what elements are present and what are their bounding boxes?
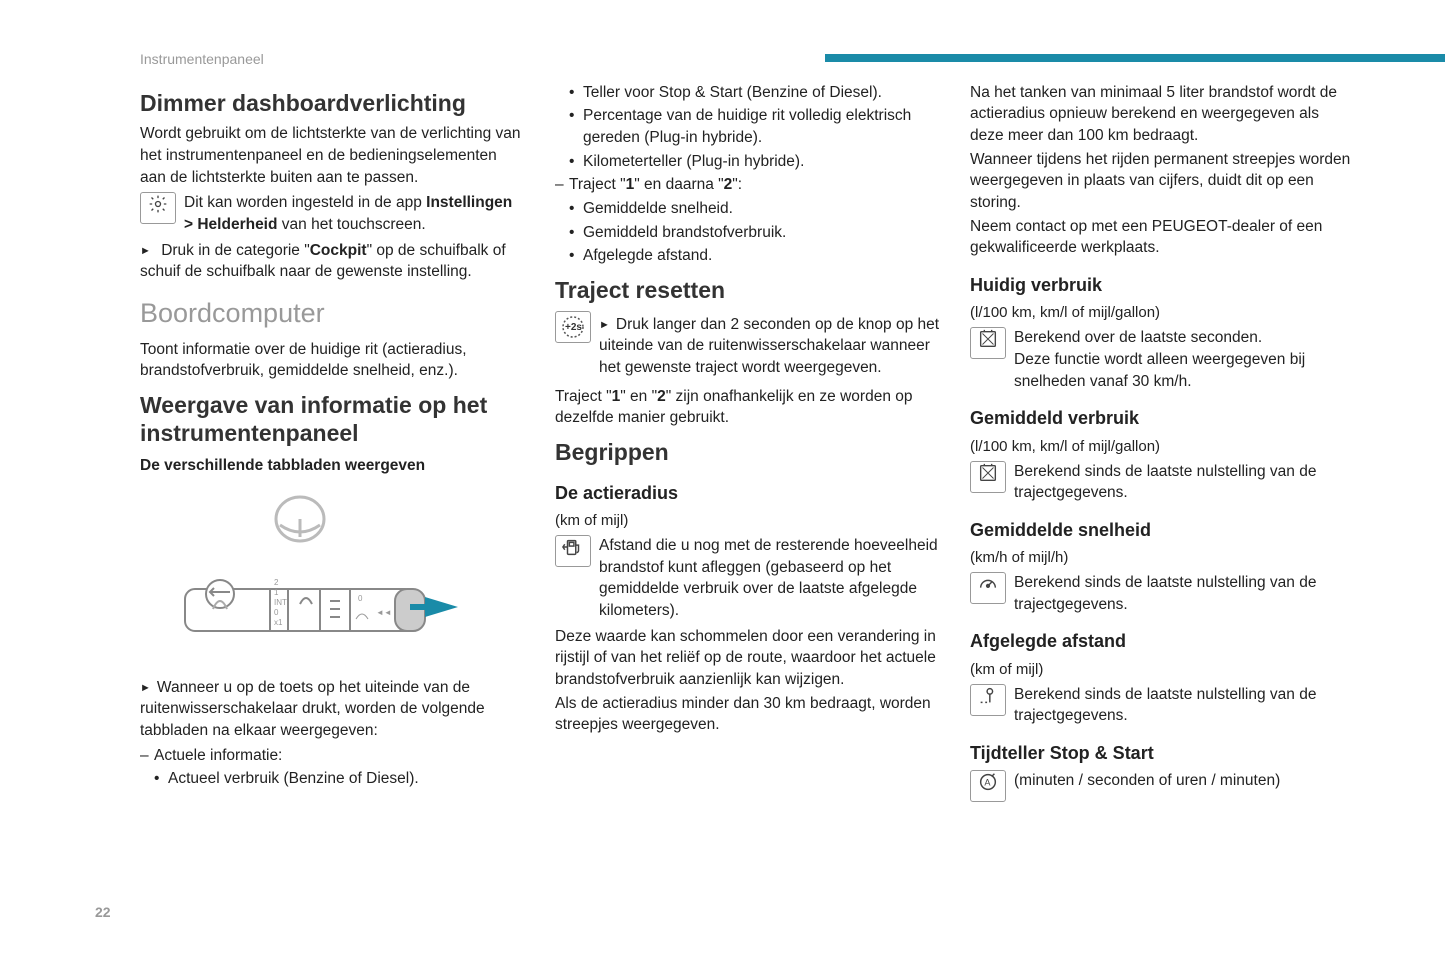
tank-p1: Na het tanken van minimaal 5 liter brand…: [970, 82, 1355, 147]
svg-text:2: 2: [274, 578, 279, 587]
svg-text:0: 0: [274, 608, 279, 617]
actie-text: Afstand die u nog met de resterende hoev…: [599, 535, 940, 622]
huidig-row: Berekend over de laatste seconden. Deze …: [970, 327, 1355, 392]
huidig-unit: (l/100 km, km/l of mijl/gallon): [970, 302, 1355, 323]
heading-gemv: Gemiddeld verbruik: [970, 406, 1355, 431]
heading-boordcomputer: Boordcomputer: [140, 295, 525, 333]
wiper-stalk-diagram: 2 1 INT 0 x1 0 ◄◄: [140, 489, 460, 659]
gems-row: Berekend sinds de laatste nulstelling va…: [970, 572, 1355, 615]
info-sublist-2: Teller voor Stop & Start (Benzine of Die…: [555, 82, 940, 173]
header-accent-bar: [825, 54, 1445, 62]
svg-text:INT: INT: [274, 598, 287, 607]
heading-begrippen: Begrippen: [555, 439, 940, 467]
content-columns: Dimmer dashboardverlichting Wordt gebrui…: [140, 80, 1355, 807]
afst-text: Berekend sinds de laatste nulstelling va…: [1014, 684, 1355, 727]
afst-row: Berekend sinds de laatste nulstelling va…: [970, 684, 1355, 727]
traject-sublist: Gemiddelde snelheid. Gemiddeld brandstof…: [555, 198, 940, 267]
dimmer-desc: Wordt gebruikt om de lichtsterkte van de…: [140, 123, 525, 188]
list-item: Percentage van de huidige rit volledig e…: [583, 105, 940, 148]
page-number: 22: [95, 903, 111, 923]
tabs-subhead: De verschillende tabbladen weergeven: [140, 455, 525, 477]
svg-text:A: A: [984, 778, 991, 788]
gems-unit: (km/h of mijl/h): [970, 547, 1355, 568]
actie-unit: (km of mijl): [555, 510, 940, 531]
heading-actieradius: De actieradius: [555, 481, 940, 506]
info-sublist: Actueel verbruik (Benzine of Diesel).: [140, 768, 525, 790]
column-1: Dimmer dashboardverlichting Wordt gebrui…: [140, 80, 525, 807]
board-desc: Toont informatie over de huidige rit (ac…: [140, 339, 525, 382]
consumption-icon: [970, 327, 1006, 359]
heading-afst: Afgelegde afstand: [970, 629, 1355, 654]
svg-text:0: 0: [358, 594, 363, 603]
huidig-text: Berekend over de laatste seconden. Deze …: [1014, 327, 1355, 392]
tijd-row: A (minuten / seconden of uren / minuten): [970, 770, 1355, 802]
gear-icon: [140, 192, 176, 224]
list-item: Teller voor Stop & Start (Benzine of Die…: [583, 82, 940, 104]
list-item: Gemiddelde snelheid.: [583, 198, 940, 220]
column-3: Na het tanken van minimaal 5 liter brand…: [970, 80, 1355, 807]
heading-dimmer: Dimmer dashboardverlichting: [140, 90, 525, 118]
reset-row: +2s Druk langer dan 2 seconden op de kno…: [555, 311, 940, 382]
heading-tijd: Tijdteller Stop & Start: [970, 741, 1355, 766]
svg-text:+2s: +2s: [565, 322, 582, 333]
speedometer-icon: [970, 572, 1006, 604]
reset-text: Druk langer dan 2 seconden op de knop op…: [599, 314, 940, 379]
traject-list: Traject "1" en daarna "2":: [555, 174, 940, 196]
list-item: Actuele informatie:: [154, 745, 525, 767]
svg-text:1: 1: [274, 588, 279, 597]
gemv-row: Berekend sinds de laatste nulstelling va…: [970, 461, 1355, 504]
heading-huidig: Huidig verbruik: [970, 273, 1355, 298]
column-2: Teller voor Stop & Start (Benzine of Die…: [555, 80, 940, 807]
wiper-instruction: Wanneer u op de toets op het uiteinde va…: [140, 677, 525, 742]
list-item: Traject "1" en daarna "2":: [569, 174, 940, 196]
tank-p3: Neem contact op met een PEUGEOT-dealer o…: [970, 216, 1355, 259]
info-list: Actuele informatie:: [140, 745, 525, 767]
cockpit-instruction: Druk in de categorie "Cockpit" op de sch…: [140, 240, 525, 283]
gemv-unit: (l/100 km, km/l of mijl/gallon): [970, 436, 1355, 457]
svg-text:◄◄: ◄◄: [376, 608, 392, 617]
afst-unit: (km of mijl): [970, 659, 1355, 680]
list-item: Afgelegde afstand.: [583, 245, 940, 267]
hold-2s-icon: +2s: [555, 311, 591, 343]
actie-p3: Als de actieradius minder dan 30 km bedr…: [555, 693, 940, 736]
distance-icon: [970, 684, 1006, 716]
list-item: Gemiddeld brandstofverbruik.: [583, 222, 940, 244]
gemv-text: Berekend sinds de laatste nulstelling va…: [1014, 461, 1355, 504]
tank-p2: Wanneer tijdens het rijden permanent str…: [970, 149, 1355, 214]
gear-setting-row: Dit kan worden ingesteld in de app Inste…: [140, 192, 525, 235]
fuel-row: Afstand die u nog met de resterende hoev…: [555, 535, 940, 622]
heading-gems: Gemiddelde snelheid: [970, 518, 1355, 543]
fuel-pump-icon: [555, 535, 591, 567]
actie-p2: Deze waarde kan schommelen door een vera…: [555, 626, 940, 691]
list-item: Kilometerteller (Plug-in hybride).: [583, 151, 940, 173]
avg-consumption-icon: [970, 461, 1006, 493]
gear-text: Dit kan worden ingesteld in de app Inste…: [184, 192, 525, 235]
svg-text:x1: x1: [274, 618, 283, 627]
heading-weergave: Weergave van informatie op het instrumen…: [140, 392, 525, 447]
heading-reset: Traject resetten: [555, 277, 940, 305]
tijd-text: (minuten / seconden of uren / minuten): [1014, 770, 1355, 792]
gems-text: Berekend sinds de laatste nulstelling va…: [1014, 572, 1355, 615]
reset-note: Traject "1" en "2" zijn onafhankelijk en…: [555, 386, 940, 429]
list-item: Actueel verbruik (Benzine of Diesel).: [168, 768, 525, 790]
stop-start-timer-icon: A: [970, 770, 1006, 802]
